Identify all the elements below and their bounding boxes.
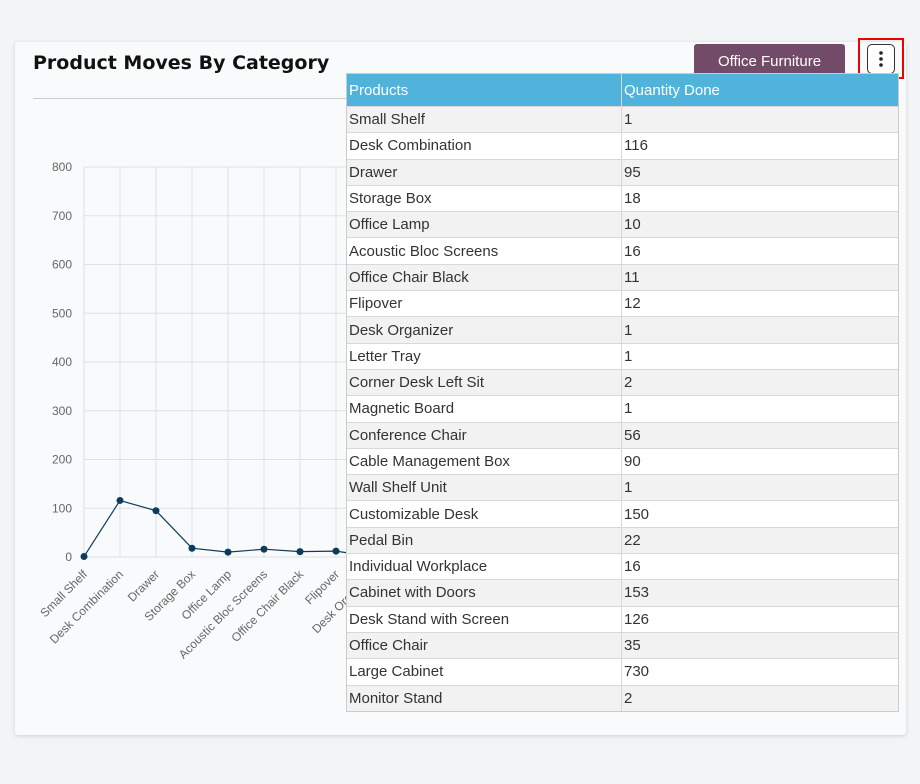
filter-button[interactable]: Office Furniture [694, 44, 845, 78]
product-cell: Cabinet with Doors [347, 579, 622, 607]
table-row: Cabinet with Doors 153 [347, 579, 898, 607]
quantity-cell: 16 [621, 553, 898, 580]
y-tick-label: 800 [52, 160, 72, 174]
column-header: Quantity Done [621, 74, 898, 107]
y-tick-label: 200 [52, 453, 72, 467]
point [116, 496, 124, 504]
quantity-cell: 35 [621, 631, 898, 659]
y-tick-label: 100 [52, 501, 72, 515]
menu-button[interactable] [867, 44, 895, 74]
quantity-cell: 153 [621, 579, 898, 607]
quantity-cell: 11 [621, 263, 898, 291]
table-row: Desk Stand with Screen 126 [347, 605, 898, 633]
divider [33, 98, 353, 99]
table-row: Letter Tray 1 [347, 342, 898, 370]
product-cell: Monitor Stand [347, 684, 622, 711]
product-cell: Storage Box [347, 184, 622, 212]
header-row: Products Quantity Done [347, 74, 898, 107]
quantity-cell: 116 [621, 132, 898, 160]
y-tick-label: 600 [52, 258, 72, 272]
point [224, 548, 232, 556]
product-cell: Office Lamp [347, 211, 622, 238]
product-cell: Individual Workplace [347, 553, 622, 580]
table-row: Corner Desk Left Sit 2 [347, 368, 898, 396]
table-row: Desk Combination 116 [347, 132, 898, 160]
table-row: Office Chair 35 [347, 631, 898, 659]
table-row: Office Lamp 10 [347, 211, 898, 238]
point [188, 544, 196, 552]
product-cell: Drawer [347, 158, 622, 186]
product-cell: Letter Tray [347, 342, 622, 370]
product-cell: Acoustic Bloc Screens [347, 237, 622, 265]
table-row: Wall Shelf Unit 1 [347, 474, 898, 501]
table-row: Flipover 12 [347, 290, 898, 317]
product-cell: Pedal Bin [347, 526, 622, 554]
quantity-cell: 1 [621, 474, 898, 501]
quantity-cell: 1 [621, 395, 898, 423]
quantity-cell: 10 [621, 211, 898, 238]
product-cell: Conference Chair [347, 421, 622, 449]
product-cell: Office Chair Black [347, 263, 622, 291]
quantity-cell: 150 [621, 500, 898, 528]
product-cell: Cable Management Box [347, 447, 622, 475]
quantity-cell: 2 [621, 684, 898, 711]
quantity-cell: 56 [621, 421, 898, 449]
menu-icon [879, 51, 883, 67]
product-cell: Small Shelf [347, 105, 622, 133]
quantity-cell: 95 [621, 158, 898, 186]
y-tick-label: 400 [52, 355, 72, 369]
quantity-cell: 1 [621, 105, 898, 133]
point [80, 553, 88, 561]
y-tick-label: 0 [65, 550, 72, 564]
data-table: Products Quantity Done Small Shelf 1 Desk … [347, 74, 898, 711]
quantity-cell: 126 [621, 605, 898, 633]
product-cell: Desk Organizer [347, 316, 622, 344]
quantity-cell: 12 [621, 290, 898, 317]
table-row: Desk Organizer 1 [347, 316, 898, 344]
product-cell: Large Cabinet [347, 658, 622, 686]
product-cell: Desk Stand with Screen [347, 605, 622, 633]
quantity-cell: 18 [621, 184, 898, 212]
y-tick-label: 300 [52, 404, 72, 418]
table-row: Conference Chair 56 [347, 421, 898, 449]
title: Product Moves By Category [33, 52, 330, 74]
point [260, 545, 268, 553]
product-cell: Desk Combination [347, 132, 622, 160]
column-header: Products [347, 74, 622, 107]
product-cell: Wall Shelf Unit [347, 474, 622, 501]
table-row: Small Shelf 1 [347, 105, 898, 133]
point [332, 547, 340, 555]
table-row: Storage Box 18 [347, 184, 898, 212]
product-cell: Corner Desk Left Sit [347, 368, 622, 396]
product-cell: Customizable Desk [347, 500, 622, 528]
table-row: Large Cabinet 730 [347, 658, 898, 686]
table-row: Individual Workplace 16 [347, 553, 898, 580]
point [296, 548, 304, 556]
data-table-popup: Products Quantity Done Small Shelf 1 Desk … [346, 73, 899, 712]
table-row: Cable Management Box 90 [347, 447, 898, 475]
point [152, 507, 160, 515]
quantity-cell: 730 [621, 658, 898, 686]
table-row: Monitor Stand 2 [347, 684, 898, 711]
table-row: Acoustic Bloc Screens 16 [347, 237, 898, 265]
product-cell: Office Chair [347, 631, 622, 659]
table-row: Pedal Bin 22 [347, 526, 898, 554]
product-cell: Magnetic Board [347, 395, 622, 423]
quantity-cell: 16 [621, 237, 898, 265]
product-cell: Flipover [347, 290, 622, 317]
quantity-cell: 2 [621, 368, 898, 396]
table-row: Office Chair Black 11 [347, 263, 898, 291]
y-tick-label: 700 [52, 209, 72, 223]
table-row: Drawer 95 [347, 158, 898, 186]
quantity-cell: 90 [621, 447, 898, 475]
y-tick-label: 500 [52, 306, 72, 320]
quantity-cell: 22 [621, 526, 898, 554]
quantity-cell: 1 [621, 342, 898, 370]
quantity-cell: 1 [621, 316, 898, 344]
table-row: Customizable Desk 150 [347, 500, 898, 528]
table-row: Magnetic Board 1 [347, 395, 898, 423]
